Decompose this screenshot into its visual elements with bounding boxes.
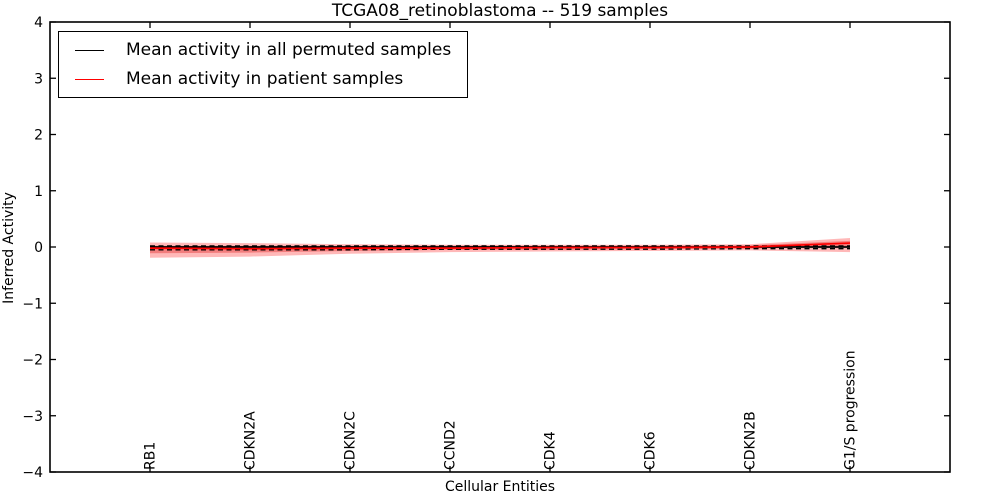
x-tick-label: CDKN2B — [743, 411, 759, 470]
x-tick-label: CDKN2A — [243, 411, 259, 470]
y-tick-label: −1 — [22, 296, 43, 312]
series-line-mean-activity-in-patient-samples — [149, 242, 851, 250]
y-tick-label: 1 — [34, 184, 43, 200]
x-tick-label: CDK6 — [643, 431, 659, 470]
legend: Mean activity in all permuted samples Me… — [58, 31, 469, 98]
x-axis-label: Cellular Entities — [444, 479, 556, 495]
chart-title: TCGA08_retinoblastoma -- 519 samples — [331, 1, 669, 21]
x-tick-label: G1/S progression — [843, 350, 859, 470]
x-tick-label: CDKN2C — [343, 411, 359, 470]
y-tick-label: 3 — [34, 71, 43, 87]
legend-label-permuted: Mean activity in all permuted samples — [126, 40, 452, 60]
legend-label-patient: Mean activity in patient samples — [126, 69, 404, 89]
x-tick-label: CDK4 — [543, 431, 559, 470]
legend-item-patient: Mean activity in patient samples — [59, 67, 451, 91]
legend-line-sample-red — [75, 78, 104, 80]
y-axis-label: Inferred Activity — [1, 192, 17, 304]
y-tick-label: 2 — [34, 128, 43, 144]
series-line-permuted-range-dashed-lower — [150, 248, 850, 251]
y-tick-label: 4 — [34, 15, 43, 31]
legend-line-sample-black — [75, 49, 104, 51]
y-tick-label: 0 — [34, 240, 43, 256]
y-tick-label: −3 — [22, 409, 43, 425]
legend-item-permuted: Mean activity in all permuted samples — [59, 38, 451, 62]
y-tick-label: −4 — [22, 465, 43, 481]
x-tick-label: CCND2 — [443, 420, 459, 470]
x-tick-label: RB1 — [143, 442, 159, 470]
y-tick-label: −2 — [22, 353, 43, 369]
